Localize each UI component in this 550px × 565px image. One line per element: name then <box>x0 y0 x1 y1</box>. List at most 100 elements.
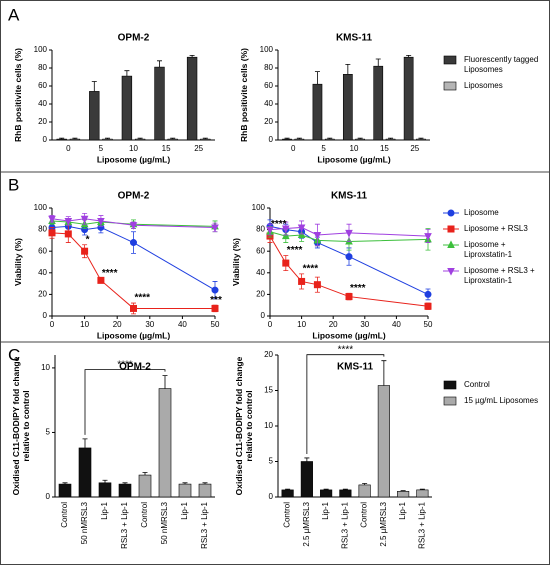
x-tick-label: 0 <box>50 320 55 329</box>
bar <box>102 138 113 141</box>
x-tick-label: 40 <box>178 320 187 329</box>
y-tick-label: 0 <box>261 311 266 320</box>
marker <box>424 233 432 241</box>
bar <box>186 56 198 141</box>
y-tick-label: 100 <box>252 203 266 212</box>
x-tick-label: Lip-1 <box>321 501 330 519</box>
y-tick-label: 0 <box>269 135 274 144</box>
error-bar <box>162 375 168 389</box>
marker <box>130 239 137 247</box>
error-bar <box>124 70 130 77</box>
series-line <box>269 235 429 307</box>
legend-swatch <box>443 268 459 276</box>
bar <box>342 74 353 141</box>
error-bar <box>102 479 108 483</box>
x-tick-label: 50 nMRSL3 <box>80 501 89 544</box>
marker <box>424 290 432 298</box>
error-bar <box>137 137 143 140</box>
legend-item: Liposome + Liproxstatin-1 <box>442 240 542 260</box>
legend-label: Liposome + RSL3 + Liproxstatin-1 <box>464 266 535 285</box>
error-bar <box>182 482 188 485</box>
error-bar <box>170 137 176 140</box>
error-bar <box>345 64 351 75</box>
panel-label: B <box>8 175 19 194</box>
legend-swatch <box>443 81 457 91</box>
bar <box>320 489 333 498</box>
marker <box>64 230 72 238</box>
error-bar <box>327 137 333 140</box>
bar <box>69 138 81 141</box>
y-tick-label: 100 <box>34 45 48 54</box>
error-bar <box>189 55 195 58</box>
legend-swatch <box>443 396 457 406</box>
marker <box>424 302 432 310</box>
marker <box>297 230 306 238</box>
error-bar <box>142 472 148 476</box>
panel-label: A <box>8 5 20 24</box>
x-tick-label: 2.5 µMRSL3 <box>379 501 388 546</box>
bar <box>158 388 172 498</box>
bar <box>118 483 132 498</box>
legend-swatch <box>443 55 457 65</box>
x-tick-label: 10 <box>129 144 138 153</box>
bar <box>355 138 366 141</box>
error-bar <box>314 71 320 85</box>
y-tick-label: 20 <box>38 290 47 299</box>
marker <box>447 240 455 248</box>
error-bar <box>91 81 97 92</box>
series-line <box>51 218 216 228</box>
x-tick-label: 50 <box>211 320 220 329</box>
bar <box>58 483 72 498</box>
bar <box>167 138 178 141</box>
bar <box>98 482 112 498</box>
chart-title: OPM-2 <box>119 362 151 373</box>
x-tick-label: 2.5 µMRSL3 <box>302 501 311 546</box>
marker <box>129 222 138 230</box>
marker <box>64 217 73 226</box>
marker <box>48 229 56 237</box>
x-tick-label: 30 <box>360 320 369 329</box>
bar <box>300 461 313 498</box>
x-tick-label: Control <box>283 502 292 528</box>
legend-label: Control <box>464 380 490 389</box>
legend-swatch <box>443 225 459 233</box>
marker <box>211 286 219 294</box>
legend: Control 15 µg/mL Liposomes <box>442 380 542 412</box>
error-bar <box>375 58 381 67</box>
legend-label: Fluorescently tagged Liposomes <box>464 55 539 74</box>
legend-item: Liposome <box>442 208 542 218</box>
x-tick-label: 15 <box>162 144 171 153</box>
x-tick-label: 25 <box>410 144 419 153</box>
x-axis-label: Liposome (µg/mL) <box>97 154 171 164</box>
y-tick-label: 60 <box>256 246 265 255</box>
error-bar <box>362 483 368 485</box>
annotation: * <box>86 234 90 245</box>
x-tick-label: 20 <box>113 320 122 329</box>
y-tick-label: 0 <box>43 135 48 144</box>
y-tick-label: 20 <box>256 290 265 299</box>
legend-swatch <box>443 240 459 248</box>
y-tick-label: 100 <box>34 203 48 212</box>
bar <box>397 491 410 498</box>
marker <box>48 215 56 224</box>
error-bar <box>82 438 88 448</box>
x-tick-label: 10 <box>297 320 306 329</box>
bar <box>403 56 414 141</box>
marker <box>345 229 353 238</box>
x-tick-label: 0 <box>66 144 71 153</box>
x-tick-label: 0 <box>268 320 273 329</box>
error-bar <box>296 137 302 140</box>
error-bar <box>406 55 412 58</box>
x-tick-label: 5 <box>99 144 104 153</box>
error-bar <box>323 488 329 490</box>
bar <box>339 489 352 498</box>
bar <box>385 138 396 141</box>
y-axis-label: RhB positivite cells (%) <box>239 48 249 142</box>
bar <box>89 91 100 141</box>
bar <box>282 138 292 141</box>
y-tick-label: 80 <box>264 63 273 72</box>
legend-box <box>443 396 457 406</box>
x-tick-label: RSL3 + Lip-1 <box>200 501 209 548</box>
x-tick-label: RSL3 + Lip-1 <box>340 501 349 548</box>
y-axis-label: Viability (%) <box>231 237 241 287</box>
